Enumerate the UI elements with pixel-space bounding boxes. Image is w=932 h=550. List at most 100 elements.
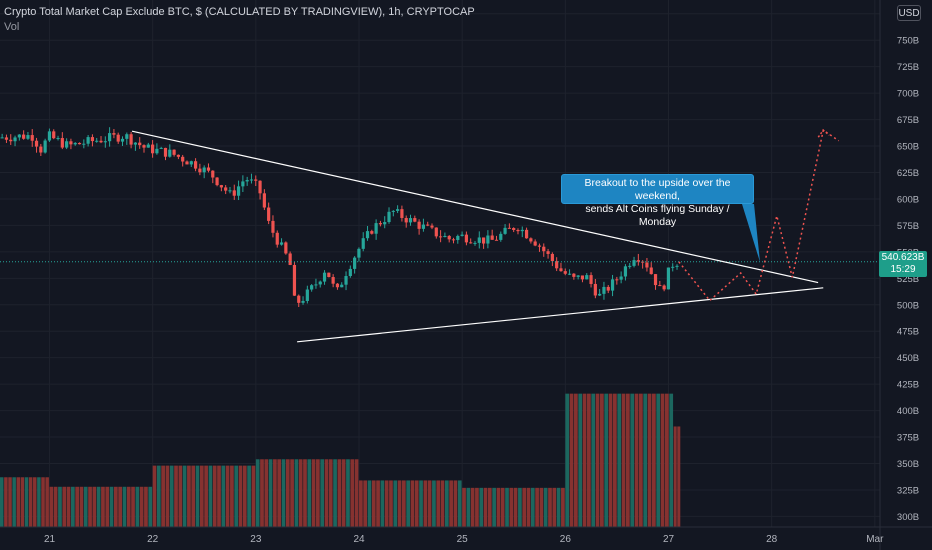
candle-body	[82, 143, 86, 145]
volume-bar	[195, 465, 200, 527]
price-tick-label: 300B	[897, 512, 919, 523]
candle-body	[494, 239, 499, 241]
candle-body	[159, 147, 163, 149]
candle-body	[142, 145, 146, 148]
candle-body	[301, 300, 305, 303]
volume-bar	[255, 459, 260, 527]
volume-bar	[556, 487, 561, 527]
projection-arrowhead	[817, 129, 830, 138]
candle-body	[335, 283, 340, 288]
volume-bar	[144, 486, 148, 527]
volume-bar	[109, 486, 114, 527]
candle-body	[26, 135, 30, 139]
price-tick-label: 425B	[897, 380, 919, 391]
candle-body	[17, 134, 21, 138]
volume-bar	[647, 393, 652, 527]
candle-body	[4, 137, 9, 140]
volume-bar	[12, 477, 16, 527]
volume-bar	[33, 477, 37, 527]
volume-bar	[505, 487, 509, 527]
projection-path	[678, 128, 840, 302]
volume-bar	[264, 459, 269, 527]
volume-bar	[66, 486, 71, 527]
candle-body	[241, 181, 245, 187]
volume-bar	[389, 480, 393, 527]
volume-bar	[341, 459, 346, 527]
volume-bar	[530, 487, 535, 527]
candle-body	[39, 146, 43, 153]
volume-bar	[126, 486, 131, 527]
candle-body	[537, 245, 542, 247]
time-tick-label: 26	[560, 534, 572, 545]
volume-bar	[574, 393, 578, 527]
candle-body	[378, 223, 383, 225]
annotation-callout[interactable]: Breakout to the upside over the weekend,…	[561, 174, 754, 228]
candle-body	[60, 138, 64, 148]
volume-indicator-label[interactable]: Vol	[4, 21, 20, 33]
candle-body	[464, 234, 468, 243]
candle-body	[598, 293, 602, 296]
volume-bar	[548, 487, 552, 527]
volume-bar	[37, 477, 41, 527]
price-tick-label: 500B	[897, 300, 919, 311]
volume-bar	[513, 487, 518, 527]
volume-bar	[500, 487, 505, 527]
candle-body	[434, 227, 438, 237]
volume-bar	[457, 480, 462, 527]
candle-body	[133, 142, 138, 145]
price-tick-label: 750B	[897, 36, 919, 47]
volume-bar	[4, 477, 8, 527]
candle-body	[550, 253, 554, 262]
volume-bar	[582, 393, 587, 527]
candle-body	[211, 170, 215, 178]
volume-bar	[182, 465, 187, 527]
candle-body	[112, 133, 116, 135]
candle-body	[47, 131, 52, 141]
time-tick-label: Mar	[866, 534, 884, 545]
candle-body	[559, 268, 563, 272]
candle-body	[267, 207, 271, 221]
candle-body	[499, 233, 503, 240]
candle-body	[486, 235, 490, 244]
volume-bar	[96, 486, 101, 527]
volume-bar	[208, 465, 213, 527]
volume-bar	[496, 487, 501, 527]
candle-body	[279, 242, 284, 245]
volume-bar	[311, 459, 316, 527]
volume-bar	[397, 480, 402, 527]
candle-body	[129, 134, 133, 145]
volume-bar	[604, 393, 609, 527]
candle-body	[155, 148, 159, 154]
volume-bar	[634, 393, 639, 527]
candle-body	[555, 261, 559, 269]
candle-body	[391, 210, 395, 212]
volume-bar	[79, 486, 84, 527]
price-tick-label: 575B	[897, 221, 919, 232]
candle-body	[469, 242, 473, 244]
price-tick-label: 725B	[897, 62, 919, 73]
candle-body	[206, 167, 211, 171]
candle-body	[65, 141, 69, 148]
candle-body	[619, 276, 623, 280]
volume-bar	[608, 393, 613, 527]
candle-body	[361, 238, 365, 249]
candle-body	[387, 211, 391, 223]
volume-bar	[363, 480, 368, 527]
volume-bar	[118, 486, 122, 527]
currency-button[interactable]: ⇅ USD	[897, 5, 921, 21]
volume-bar	[260, 459, 264, 527]
volume-bar	[652, 393, 656, 527]
volume-bar	[178, 465, 183, 527]
volume-bar	[247, 465, 251, 527]
volume-bar	[92, 486, 97, 527]
candle-body	[602, 286, 606, 294]
volume-bar	[410, 480, 415, 527]
candle-body	[576, 275, 580, 277]
volume-bar	[174, 465, 178, 527]
candle-body	[653, 274, 658, 286]
volume-bar	[402, 480, 406, 527]
candle-body	[116, 134, 120, 142]
candle-body	[245, 180, 249, 182]
volume-bar	[569, 393, 574, 527]
